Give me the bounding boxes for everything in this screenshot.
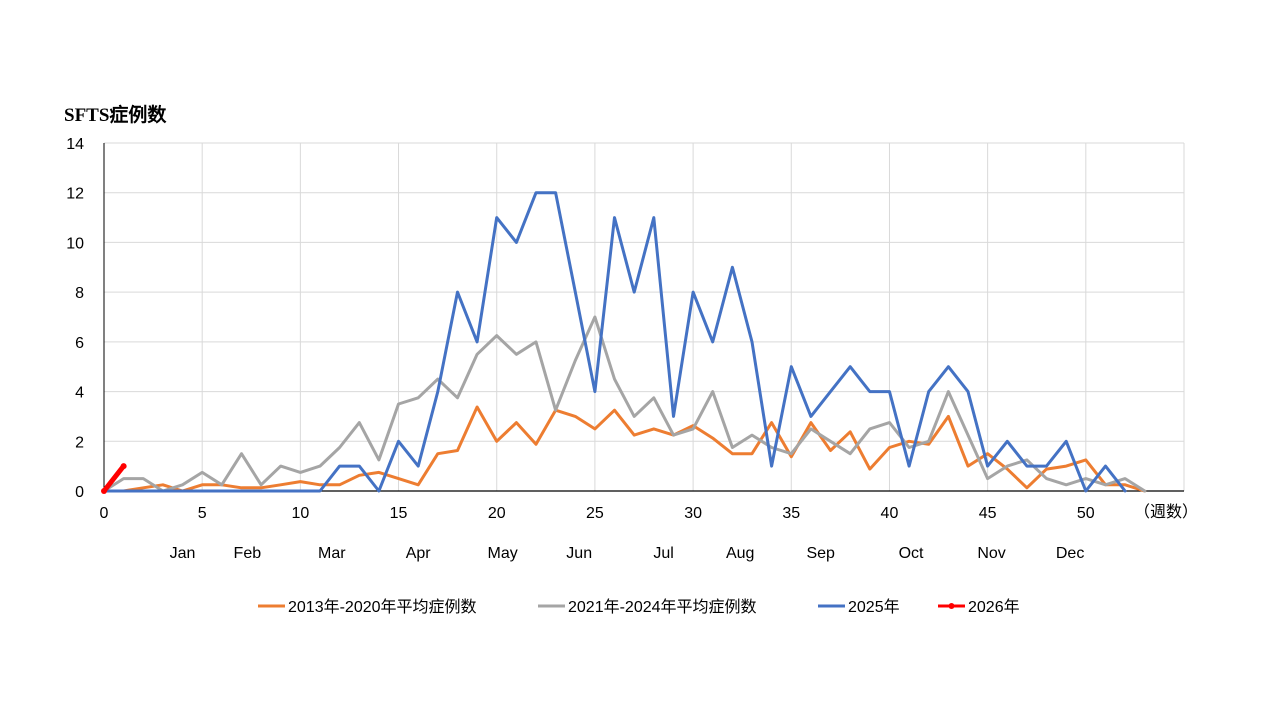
x-tick-label: 5 bbox=[198, 505, 207, 522]
y-tick-label: 14 bbox=[66, 136, 84, 153]
legend-label: 2013年-2020年平均症例数 bbox=[288, 598, 477, 616]
x-axis-label: （週数） bbox=[1134, 503, 1198, 521]
month-label-oct: Oct bbox=[899, 545, 924, 562]
x-tick-label: 30 bbox=[684, 505, 702, 522]
series-line-0 bbox=[102, 405, 1147, 493]
series-marker bbox=[120, 463, 127, 470]
x-tick-label: 35 bbox=[782, 505, 800, 522]
x-tick-label: 10 bbox=[291, 505, 309, 522]
x-tick-label: 20 bbox=[488, 505, 506, 522]
y-tick-label: 0 bbox=[75, 484, 84, 501]
y-tick-label: 4 bbox=[75, 385, 84, 402]
month-label-sep: Sep bbox=[806, 545, 835, 562]
month-label-jun: Jun bbox=[566, 545, 592, 562]
legend: 2013年-2020年平均症例数 2021年-2024年平均症例数 2025年 202… bbox=[258, 598, 1020, 616]
month-label-feb: Feb bbox=[234, 545, 262, 562]
x-tick-label: 45 bbox=[979, 505, 997, 522]
x-tick-label: 40 bbox=[881, 505, 899, 522]
series-line-2 bbox=[102, 191, 1127, 493]
month-label-apr: Apr bbox=[406, 545, 432, 562]
legend-label: 2026年 bbox=[968, 598, 1020, 616]
month-label-nov: Nov bbox=[977, 545, 1005, 562]
month-label-dec: Dec bbox=[1056, 545, 1084, 562]
month-label-jan: Jan bbox=[170, 545, 196, 562]
gridlines bbox=[103, 142, 1185, 492]
legend-label: 2021年-2024年平均症例数 bbox=[568, 598, 757, 616]
y-tick-label: 2 bbox=[75, 434, 84, 451]
series-line-1 bbox=[102, 315, 1147, 493]
y-tick-label: 6 bbox=[75, 335, 84, 352]
y-tick-label: 10 bbox=[66, 235, 84, 252]
month-label-may: May bbox=[488, 545, 518, 562]
month-label-mar: Mar bbox=[318, 545, 346, 562]
month-label-aug: Aug bbox=[726, 545, 754, 562]
legend-label: 2025年 bbox=[848, 598, 900, 616]
x-tick-label: 0 bbox=[100, 505, 109, 522]
series-line-3 bbox=[101, 463, 127, 494]
legend-item-3: 2026年 bbox=[938, 598, 1020, 616]
month-labels: Jan Feb Mar Apr May Jun Jul Aug Sep Oct Nov Dec bbox=[170, 545, 1085, 562]
y-tick-label: 8 bbox=[75, 285, 84, 302]
series-marker bbox=[101, 488, 107, 494]
legend-marker bbox=[948, 603, 955, 609]
x-tick-label: 15 bbox=[390, 505, 408, 522]
month-label-jul: Jul bbox=[653, 545, 673, 562]
y-tick-label: 12 bbox=[66, 186, 84, 203]
series-lines bbox=[101, 191, 1147, 494]
legend-item-2: 2025年 bbox=[818, 598, 900, 616]
x-tick-label: 25 bbox=[586, 505, 604, 522]
x-tick-label: 50 bbox=[1077, 505, 1095, 522]
legend-item-1: 2021年-2024年平均症例数 bbox=[538, 598, 757, 616]
legend-item-0: 2013年-2020年平均症例数 bbox=[258, 598, 477, 616]
axes: 0 5 10 15 20 25 30 35 40 45 50 0 2 4 6 8 10 12 14 bbox=[66, 136, 1184, 522]
chart-title: SFTS症例数 bbox=[64, 103, 167, 126]
